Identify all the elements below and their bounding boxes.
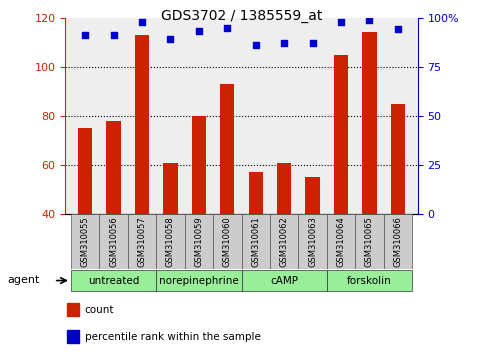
Point	[195, 29, 203, 34]
Point	[110, 33, 117, 38]
Bar	[327, 270, 412, 291]
Bar	[242, 270, 327, 291]
Bar	[99, 214, 128, 269]
Bar	[242, 214, 270, 269]
Text: count: count	[85, 305, 114, 315]
Bar	[355, 214, 384, 269]
Bar	[192, 116, 206, 214]
Point	[337, 19, 345, 24]
Bar	[327, 214, 355, 269]
Point	[138, 19, 146, 24]
Bar	[305, 177, 320, 214]
Bar	[128, 214, 156, 269]
Text: GSM310064: GSM310064	[337, 216, 345, 267]
Bar	[71, 214, 99, 269]
Point	[366, 17, 373, 23]
Bar	[67, 303, 79, 316]
Text: GSM310057: GSM310057	[138, 216, 146, 267]
Point	[280, 40, 288, 46]
Text: GSM310063: GSM310063	[308, 216, 317, 267]
Text: GSM310058: GSM310058	[166, 216, 175, 267]
Bar	[71, 270, 156, 291]
Bar	[156, 214, 185, 269]
Text: GSM310056: GSM310056	[109, 216, 118, 267]
Bar	[362, 33, 377, 214]
Text: cAMP: cAMP	[270, 275, 298, 286]
Point	[167, 36, 174, 42]
Bar	[249, 172, 263, 214]
Point	[224, 25, 231, 30]
Bar	[220, 84, 234, 214]
Bar	[106, 121, 121, 214]
Bar	[185, 214, 213, 269]
Text: forskolin: forskolin	[347, 275, 392, 286]
Point	[394, 27, 402, 32]
Bar	[156, 270, 242, 291]
Text: GSM310061: GSM310061	[251, 216, 260, 267]
Text: percentile rank within the sample: percentile rank within the sample	[85, 332, 260, 342]
Bar	[277, 162, 291, 214]
Bar	[334, 55, 348, 214]
Bar	[298, 214, 327, 269]
Bar	[384, 214, 412, 269]
Text: GSM310059: GSM310059	[194, 216, 203, 267]
Text: GSM310066: GSM310066	[393, 216, 402, 267]
Bar	[391, 104, 405, 214]
Point	[309, 40, 316, 46]
Bar	[135, 35, 149, 214]
Text: GDS3702 / 1385559_at: GDS3702 / 1385559_at	[161, 9, 322, 23]
Bar	[67, 330, 79, 343]
Text: GSM310065: GSM310065	[365, 216, 374, 267]
Bar	[163, 162, 178, 214]
Text: norepinephrine: norepinephrine	[159, 275, 239, 286]
Bar	[213, 214, 242, 269]
Text: GSM310060: GSM310060	[223, 216, 232, 267]
Text: GSM310062: GSM310062	[280, 216, 289, 267]
Point	[81, 33, 89, 38]
Bar	[270, 214, 298, 269]
Text: agent: agent	[7, 275, 40, 285]
Text: GSM310055: GSM310055	[81, 216, 90, 267]
Bar	[78, 128, 92, 214]
Text: untreated: untreated	[88, 275, 139, 286]
Point	[252, 42, 259, 48]
